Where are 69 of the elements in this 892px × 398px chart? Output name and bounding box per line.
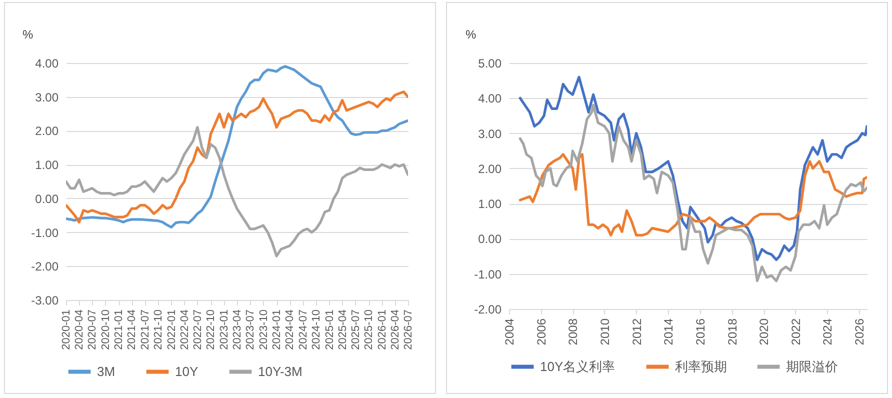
y-tick-label: -1.00	[474, 267, 502, 282]
line-series	[518, 76, 867, 262]
x-tick-label: 2023-04	[231, 310, 244, 350]
y-tick-label: 3.00	[478, 126, 502, 141]
x-tick-label: 2025-04	[336, 310, 349, 350]
x-tick-label: 2018	[725, 318, 740, 346]
legend-label: 3M	[97, 364, 116, 379]
x-tick-label: 2020-10	[100, 310, 112, 350]
x-tick-label: 2023-10	[258, 310, 270, 350]
y-tick-label: -3.00	[31, 294, 59, 308]
y-tick-label: 2.00	[478, 162, 502, 176]
x-tick-label: 2021-10	[152, 310, 165, 350]
x-tick-label: 2020	[757, 318, 772, 346]
x-tick-label: 2004	[502, 318, 516, 346]
x-tick-label: 2010	[598, 318, 612, 346]
line-series	[518, 104, 867, 282]
legend-label: 10Y-3M	[258, 364, 302, 379]
line-series	[66, 90, 408, 224]
y-tick-label: 1.00	[478, 197, 502, 212]
y-tick-label: 4.00	[478, 92, 502, 106]
x-tick-label: 2025-07	[350, 310, 362, 350]
x-tick-label: 2022-04	[178, 310, 191, 350]
x-tick-label: 2020-07	[86, 310, 99, 350]
legend-label: 期限溢价	[786, 358, 838, 374]
y-tick-label: 0.00	[35, 192, 59, 206]
legend-label: 10Y	[175, 364, 198, 379]
y-tick-label: 2.00	[35, 124, 59, 138]
x-tick-label: 2006	[534, 318, 548, 346]
x-tick-label: 2022	[788, 318, 803, 346]
y-tick-label: 4.00	[35, 56, 59, 70]
x-tick-label: 2024	[820, 318, 835, 346]
legend-label: 利率预期	[675, 358, 727, 374]
x-tick-label: 2021-01	[113, 310, 126, 350]
legend-label: 10Y名义利率	[540, 358, 616, 374]
x-tick-label: 2023-01	[218, 310, 230, 350]
line-series	[518, 153, 867, 236]
y-tick-label: 3.00	[35, 90, 59, 104]
x-tick-label: 2024-10	[310, 310, 323, 350]
x-tick-label: 2022-01	[166, 310, 178, 350]
y-tick-label: 1.00	[35, 158, 59, 172]
x-tick-label: 2024-01	[271, 310, 284, 350]
x-tick-label: 2012	[630, 318, 644, 346]
y-axis-title: %	[22, 28, 34, 42]
x-tick-label: 2016	[693, 318, 708, 346]
x-tick-label: 2024-04	[284, 310, 296, 350]
x-tick-label: 2026-04	[389, 310, 402, 350]
x-tick-label: 2025-01	[324, 310, 336, 350]
x-tick-label: 2022-07	[192, 310, 204, 350]
x-tick-label: 2024-07	[297, 310, 310, 350]
y-tick-label: 5.00	[478, 56, 502, 70]
x-tick-label: 2025-10	[363, 310, 376, 350]
y-tick-label: 0.00	[478, 232, 502, 246]
y-tick-label: -2.00	[474, 302, 502, 316]
x-tick-label: 2021-04	[126, 310, 138, 350]
line-series	[66, 126, 408, 258]
x-tick-label: 2023-07	[244, 310, 257, 350]
y-axis-title: %	[466, 28, 476, 42]
x-tick-label: 2020-01	[60, 310, 72, 350]
y-tick-label: -1.00	[31, 226, 59, 240]
x-tick-label: 2020-04	[74, 310, 86, 350]
x-tick-label: 2026	[852, 318, 867, 346]
x-tick-label: 2026-07	[402, 310, 414, 350]
line-series	[66, 65, 408, 229]
x-tick-label: 2022-10	[205, 310, 218, 350]
x-tick-label: 2008	[566, 318, 580, 346]
y-tick-label: -2.00	[31, 260, 59, 274]
x-tick-label: 2014	[662, 318, 676, 346]
x-tick-label: 2026-01	[376, 310, 388, 350]
x-tick-label: 2021-07	[139, 310, 152, 350]
